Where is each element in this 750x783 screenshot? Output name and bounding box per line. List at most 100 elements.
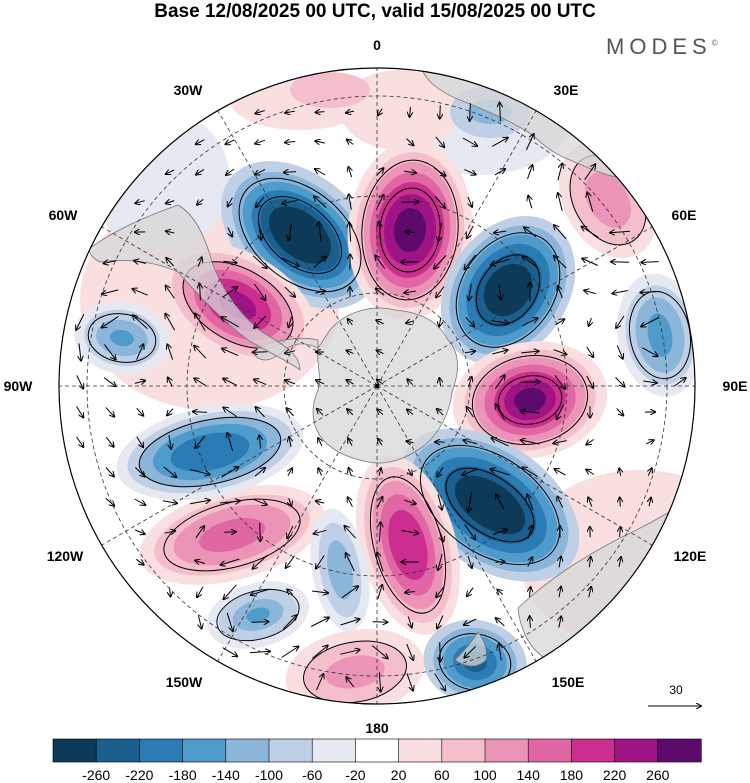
wind-vector [616, 408, 624, 416]
wind-vector [76, 313, 85, 330]
wind-vector [465, 254, 476, 269]
wind-vector [406, 643, 414, 660]
wind-vector [464, 168, 475, 174]
wind-vector [378, 108, 382, 115]
wind-vector [499, 284, 501, 299]
wind-vector [168, 378, 173, 387]
wind-vector [522, 318, 538, 327]
wind-vector [521, 411, 540, 413]
wind-vector [224, 584, 237, 599]
wind-vector [102, 289, 119, 294]
meridian [101, 385, 378, 546]
wind-vector [440, 642, 441, 661]
wind-vector [500, 103, 501, 122]
wind-vector [226, 612, 233, 631]
wind-vector [464, 618, 477, 625]
wind-vector [256, 407, 265, 418]
wind-vector [375, 195, 383, 210]
wind-vector [616, 315, 625, 328]
wind-vector [523, 467, 538, 478]
wind-vector [136, 436, 143, 447]
wind-vector [253, 498, 267, 504]
wind-vector [255, 168, 266, 174]
wind-vector [464, 646, 477, 657]
wind-vector [344, 526, 356, 539]
wind-vector [589, 557, 590, 568]
wind-vector [135, 530, 145, 534]
wind-vector [378, 439, 382, 446]
meridian [217, 110, 378, 387]
lon-label-150e: 150E [552, 674, 585, 690]
wind-vector [616, 345, 623, 358]
wind-vector [440, 105, 441, 118]
wind-vector [347, 409, 354, 416]
wind-vector [530, 616, 531, 628]
wind-vector [253, 283, 265, 300]
wind-vector [525, 134, 533, 151]
contour [419, 444, 561, 566]
wind-vector [195, 561, 206, 564]
colorbar-tick-label: -220 [125, 767, 153, 783]
wind-vector [76, 406, 84, 418]
wind-vector [313, 257, 326, 268]
wind-vector [558, 193, 563, 212]
wind-vector [584, 164, 596, 180]
wind-vector [347, 140, 354, 145]
wind-vector [254, 379, 267, 386]
wind-vector [166, 201, 175, 204]
wind-vector [166, 258, 175, 267]
wind-vector [103, 377, 116, 387]
wind-vector [464, 524, 476, 539]
colorbar-swatch [484, 738, 529, 763]
colorbar-swatch [657, 738, 702, 763]
wind-vector [377, 585, 382, 600]
wind-vector [348, 438, 352, 446]
colorbar-swatch [225, 738, 270, 763]
wind-vector [586, 375, 593, 388]
wind-vector [349, 194, 352, 210]
map-content [59, 68, 695, 704]
meridian [376, 385, 537, 662]
wind-vector [163, 466, 177, 477]
colorbar-tick-label: 140 [517, 767, 541, 783]
wind-vector [198, 257, 202, 267]
contour [257, 196, 343, 274]
wind-vector [194, 346, 207, 359]
wind-vector [554, 225, 567, 240]
contour [445, 467, 535, 543]
wind-vector [198, 615, 201, 628]
wind-vector [438, 553, 443, 570]
wind-vector [468, 492, 473, 512]
colorbar-tick-label: 180 [560, 767, 584, 783]
wind-vector [194, 378, 207, 387]
wind-vector [134, 498, 146, 505]
wind-vector [641, 317, 660, 327]
contour [238, 177, 362, 293]
wind-vector [259, 224, 261, 239]
wind-vector [136, 558, 143, 564]
colorbar-tick-label: -260 [82, 767, 110, 783]
wind-vector [406, 321, 415, 323]
wind-vector [251, 622, 269, 623]
wind-vector [640, 292, 660, 293]
wind-vector [167, 408, 174, 416]
colorbar-swatch [311, 738, 357, 763]
wind-vector [558, 286, 563, 299]
wind-vector [559, 616, 561, 628]
wind-vector [589, 587, 591, 598]
wind-vector [195, 313, 206, 331]
wind-vector [554, 374, 565, 388]
wind-vector [283, 615, 296, 630]
wind-vector [408, 616, 411, 628]
wind-vector [318, 438, 322, 447]
wind-vector [527, 526, 532, 539]
wind-vector [220, 501, 240, 503]
wind-vector [588, 497, 592, 507]
wind-vector [464, 351, 475, 353]
wind-vector [494, 231, 507, 233]
wind-vector [646, 440, 653, 444]
wind-vector [468, 555, 472, 568]
wind-vector [467, 407, 474, 418]
wind-vector [555, 469, 566, 476]
wind-vector [197, 198, 204, 205]
